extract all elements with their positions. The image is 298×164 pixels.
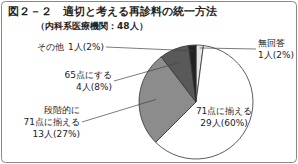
leader-line xyxy=(106,47,193,51)
value-label: 1人(2%) xyxy=(258,50,294,60)
slice xyxy=(161,45,196,102)
pie xyxy=(139,45,253,159)
subtitle: （内科系医療機関：48人） xyxy=(36,21,148,31)
leader-line xyxy=(200,48,256,49)
labels: 無回答 1人(2%) 71点に揃える 29人(60%) 段階的に 71点に揃える 13人(2… xyxy=(24,38,294,139)
value-label: 4人(8%) xyxy=(76,82,112,92)
label-line: 段階的に xyxy=(44,105,80,115)
category-label: その他 xyxy=(37,42,64,52)
slice xyxy=(189,45,196,102)
label-line: 71点に揃える xyxy=(24,117,80,127)
category-label: 65点にする xyxy=(65,70,112,80)
frame xyxy=(2,2,297,163)
value-label: 13人(27%) xyxy=(33,129,80,139)
category-label: 段階的に 71点に揃える xyxy=(24,105,80,127)
label-line: 71点に揃える xyxy=(196,106,252,116)
title: 図２－２ 適切と考える再診料の統一方法 xyxy=(8,5,217,17)
chart: 図２－２ 適切と考える再診料の統一方法 （内科系医療機関：48人） 無回答 1人(2%… xyxy=(0,0,298,164)
category-label: 無回答 xyxy=(258,38,285,48)
label-line: 65点にする xyxy=(65,70,112,80)
leader-line xyxy=(82,99,156,122)
plot-area xyxy=(139,45,253,159)
slice-label: その他 1人(2%) xyxy=(37,42,104,52)
category-label: 71点に揃える xyxy=(196,106,252,116)
label-line: 無回答 xyxy=(258,38,285,48)
value-label: 1人(2%) xyxy=(68,42,104,52)
value-label: 29人(60%) xyxy=(200,118,247,128)
leader-line xyxy=(114,63,180,81)
